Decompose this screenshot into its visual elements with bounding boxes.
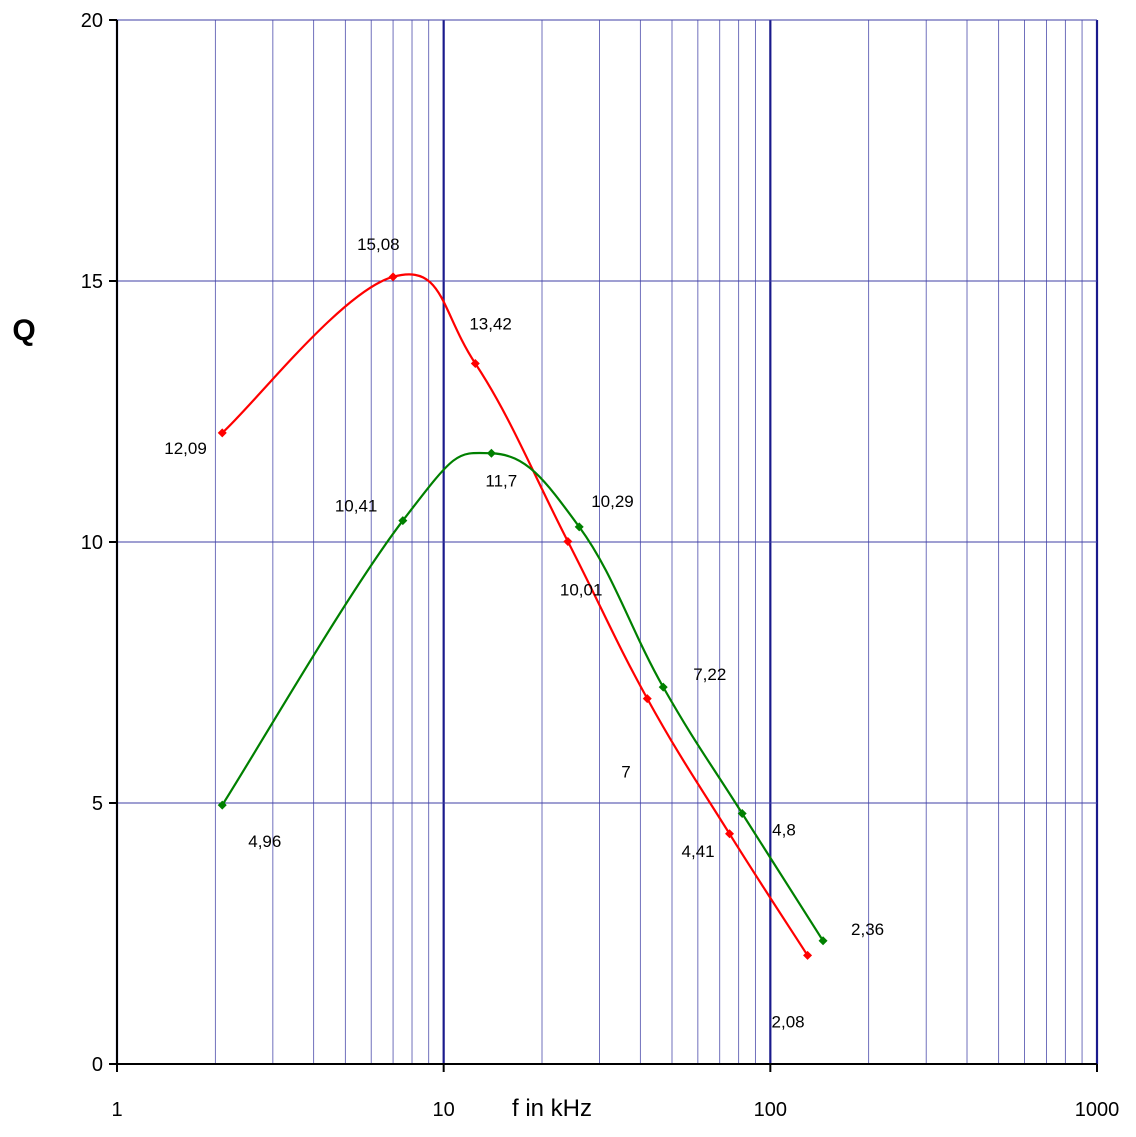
series-2-data-label: 7,22: [693, 665, 726, 684]
y-tick-label: 15: [81, 271, 103, 293]
y-tick-label: 0: [92, 1054, 103, 1076]
x-axis-label: f in kHz: [512, 1095, 592, 1122]
y-tick-label: 5: [92, 793, 103, 815]
series-2-point: [217, 800, 227, 810]
series-1-data-label: 12,09: [164, 439, 207, 458]
series-2-data-label: 4,8: [772, 820, 796, 839]
series-2-point: [737, 808, 747, 818]
series-2-data-label: 11,7: [485, 471, 517, 490]
series-1-point: [217, 428, 227, 438]
series-1-data-label: 13,42: [469, 314, 512, 333]
series-2-point: [658, 682, 668, 692]
series-1-point: [388, 272, 398, 282]
x-tick-label: 10: [433, 1099, 455, 1121]
series-layer: [217, 272, 828, 960]
series-2-line: [221, 451, 824, 942]
y-tick-label: 10: [81, 532, 103, 554]
x-tick-label: 100: [754, 1099, 787, 1121]
series-1-point: [803, 950, 813, 960]
series-2-point: [574, 522, 584, 532]
series-2-data-label: 10,41: [335, 497, 378, 516]
series-1-point: [642, 694, 652, 704]
axes: 0 5 10 15 20 1 10 100 1000: [81, 10, 1120, 1121]
series-2-point: [818, 936, 828, 946]
x-tick-label: 1000: [1075, 1099, 1120, 1121]
y-axis-label: Q: [12, 314, 35, 347]
series-1-point: [725, 829, 735, 839]
series-2-data-label: 4,96: [248, 832, 281, 851]
series-1-data-label: 2,08: [772, 1012, 805, 1031]
series-1-point: [470, 358, 480, 368]
data-labels: 12,09 15,08 13,42 10,01 7 4,41 2,08 4,96 10,41 11…: [164, 235, 884, 1032]
series-2-data-label: 10,29: [591, 492, 634, 511]
series-2-point: [398, 516, 408, 526]
series-2-point: [486, 448, 496, 458]
grid: [115, 19, 1099, 1065]
series-1-data-label: 7: [621, 763, 630, 782]
series-1-point: [563, 536, 573, 546]
y-tick-label: 20: [81, 10, 103, 32]
series-1-data-label: 15,08: [357, 235, 400, 254]
series-1-data-label: 4,41: [682, 842, 715, 861]
series-2-data-label: 2,36: [851, 920, 884, 939]
x-tick-label: 1: [111, 1099, 122, 1121]
series-1-data-label: 10,01: [560, 580, 603, 599]
